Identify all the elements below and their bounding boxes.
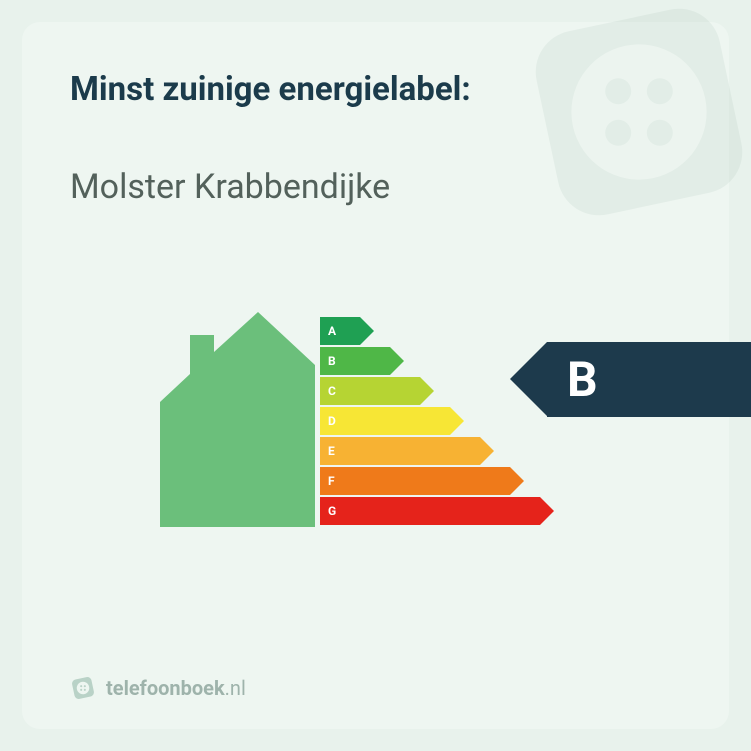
energy-bar-b: B [320, 347, 540, 375]
bar-label: F [328, 467, 335, 495]
energy-bars: ABCDEFG [320, 317, 540, 527]
bar-shape [320, 497, 540, 525]
bar-label: D [328, 407, 336, 435]
energy-chart: ABCDEFG [160, 287, 681, 547]
bar-shape [320, 467, 510, 495]
bar-label: B [328, 347, 336, 375]
result-letter: B [567, 351, 598, 408]
info-card: Minst zuinige energielabel: Molster Krab… [22, 22, 729, 729]
energy-bar-f: F [320, 467, 540, 495]
result-badge: B [547, 342, 751, 417]
watermark-icon [509, 0, 751, 242]
energy-bar-c: C [320, 377, 540, 405]
bar-label: C [328, 377, 336, 405]
energy-bar-d: D [320, 407, 540, 435]
energy-bar-a: A [320, 317, 540, 345]
bar-label: E [328, 437, 335, 465]
footer: telefoonboek.nl [70, 675, 246, 701]
house-icon [160, 307, 315, 527]
footer-brand: telefoonboek.nl [106, 676, 246, 700]
bar-label: A [328, 317, 336, 345]
bar-shape [320, 407, 450, 435]
bar-shape [320, 317, 360, 345]
bar-label: G [328, 497, 336, 525]
energy-bar-g: G [320, 497, 540, 525]
energy-bar-e: E [320, 437, 540, 465]
footer-brand-name: telefoonboek [106, 676, 225, 700]
bar-shape [320, 437, 480, 465]
footer-logo-icon [70, 675, 96, 701]
footer-brand-tld: .nl [225, 676, 246, 700]
